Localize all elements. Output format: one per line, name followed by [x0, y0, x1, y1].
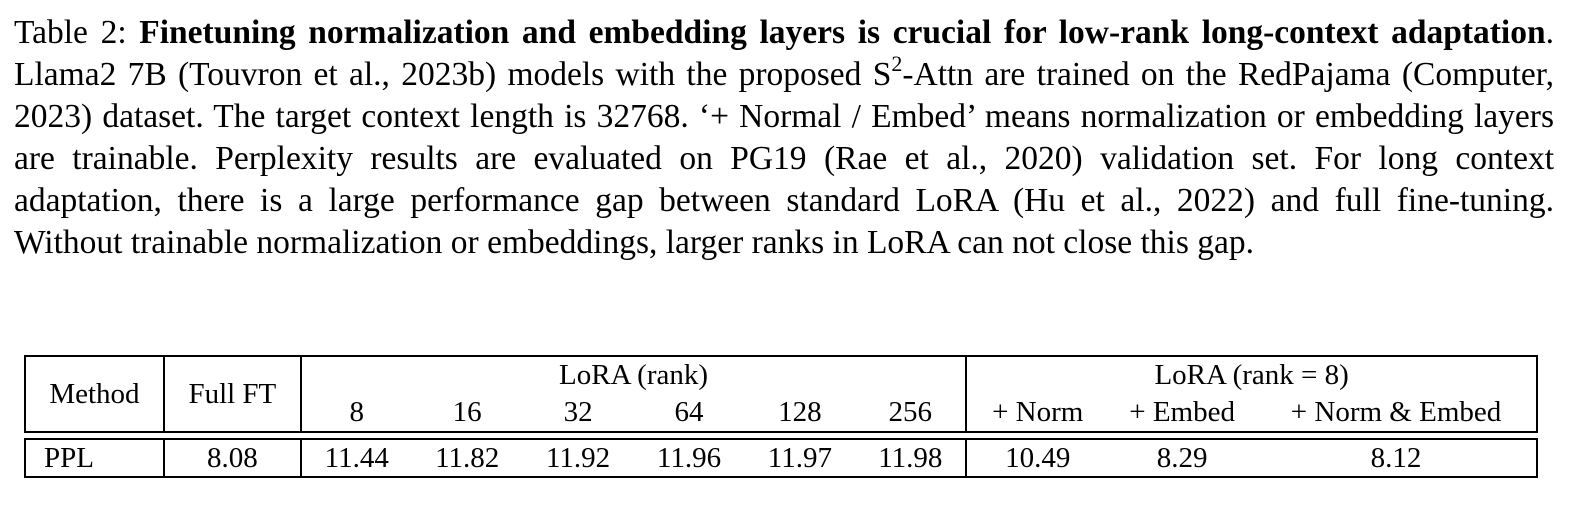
cell-rank-value: 11.44	[300, 438, 412, 478]
header-rank: 16	[411, 394, 523, 433]
cell-rank-value: 11.97	[744, 438, 856, 478]
header-lora-rank: LoRA (rank)	[300, 355, 968, 394]
header-lora-rank-8: LoRA (rank = 8)	[966, 355, 1538, 394]
header-rank: 256	[855, 394, 968, 433]
caption-superscript: 2	[891, 50, 903, 76]
cell-rank-value: 11.82	[411, 438, 523, 478]
cell-rank-value: 11.92	[522, 438, 634, 478]
caption-bold-title: Finetuning normalization and embedding l…	[139, 14, 1546, 51]
header-method: Method	[24, 355, 165, 433]
cell-rank-value: 11.98	[855, 438, 968, 478]
cell-full-ft: 8.08	[163, 438, 302, 478]
header-rank: 128	[744, 394, 856, 433]
header-rank: 64	[633, 394, 745, 433]
caption-body-part2: -Attn are trained on the RedPajama (Comp…	[14, 56, 1554, 261]
cell-variant-value: 8.12	[1256, 438, 1538, 478]
caption-body-part1: . Llama2 7B (Touvron et al., 2023b) mode…	[14, 14, 1554, 93]
header-variant: + Embed	[1108, 394, 1257, 433]
results-table: Method Full FT LoRA (rank) LoRA (rank = …	[24, 355, 1538, 478]
cell-rank-value: 11.96	[633, 438, 745, 478]
header-rank: 8	[300, 394, 412, 433]
caption-label: Table 2:	[14, 14, 127, 51]
cell-variant-value: 10.49	[966, 438, 1109, 478]
row-label: PPL	[24, 438, 165, 478]
header-rank: 32	[522, 394, 634, 433]
header-full-ft: Full FT	[163, 355, 302, 433]
header-variant: + Norm & Embed	[1256, 394, 1538, 433]
table-row: PPL 8.08 11.44 11.82 11.92 11.96 11.97 1…	[24, 438, 1538, 478]
cell-variant-value: 8.29	[1108, 438, 1257, 478]
table-caption: Table 2: Finetuning normalization and em…	[14, 12, 1554, 264]
header-variant: + Norm	[966, 394, 1109, 433]
